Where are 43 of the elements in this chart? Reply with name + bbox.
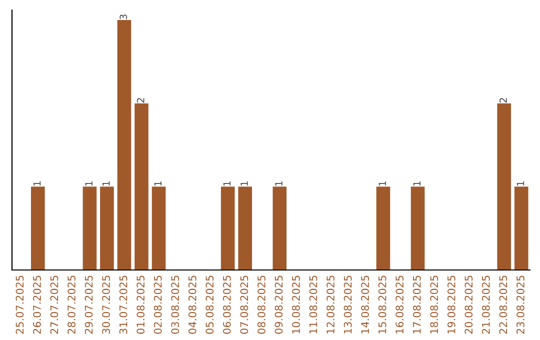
x-tick-label: 14.08.2025 <box>361 276 369 334</box>
x-tick-label: 29.07.2025 <box>84 276 93 334</box>
x-tick-label: 19.08.2025 <box>447 276 456 334</box>
data-label: 1 <box>240 181 248 186</box>
x-tick-label: 10.08.2025 <box>292 276 300 334</box>
x-tick-label: 22.08.2025 <box>499 276 508 334</box>
x-tick-label: 12.08.2025 <box>326 276 334 334</box>
data-label: 1 <box>378 181 386 186</box>
x-tick-label: 30.07.2025 <box>102 276 110 334</box>
x-tick-label: 11.08.2025 <box>309 276 318 334</box>
x-tick-label: 17.08.2025 <box>412 276 421 334</box>
data-label: 1 <box>516 181 524 186</box>
x-tick-label: 05.08.2025 <box>206 276 214 334</box>
x-tick-label: 27.07.2025 <box>50 276 58 334</box>
x-tick-label: 31.07.2025 <box>119 276 128 334</box>
x-tick-label: 15.08.2025 <box>378 276 386 334</box>
x-tick-label: 18.08.2025 <box>430 276 438 334</box>
data-label: 1 <box>154 181 162 186</box>
x-tick-label: 26.07.2025 <box>33 276 41 334</box>
x-tick-label: 09.08.2025 <box>274 276 283 334</box>
x-tick-label: 25.07.2025 <box>16 276 24 334</box>
x-tick-label: 28.07.2025 <box>68 276 76 334</box>
x-tick-label: 21.08.2025 <box>482 276 490 334</box>
data-label: 1 <box>275 181 282 186</box>
x-tick-label: 13.08.2025 <box>344 276 352 334</box>
x-tick-label: 02.08.2025 <box>154 276 162 334</box>
data-label: 3 <box>120 14 128 20</box>
x-tick-label: 06.08.2025 <box>222 276 231 334</box>
data-label: 1 <box>102 181 110 186</box>
data-label: 1 <box>85 181 92 186</box>
x-tick-label: 20.08.2025 <box>464 276 473 334</box>
x-tick-label: 01.08.2025 <box>136 276 145 334</box>
x-tick-label: 16.08.2025 <box>396 276 404 334</box>
data-label: 1 <box>413 181 420 186</box>
data-label: 2 <box>136 98 144 103</box>
x-tick-label: 03.08.2025 <box>171 276 180 334</box>
x-tick-label: 08.08.2025 <box>258 276 266 334</box>
x-tick-label: 07.08.2025 <box>240 276 248 334</box>
data-label: 1 <box>223 181 231 186</box>
x-tick-label: 04.08.2025 <box>188 276 196 334</box>
data-label: 2 <box>500 98 507 103</box>
x-tick-label: 23.08.2025 <box>516 276 524 334</box>
data-label: 1 <box>33 181 41 186</box>
